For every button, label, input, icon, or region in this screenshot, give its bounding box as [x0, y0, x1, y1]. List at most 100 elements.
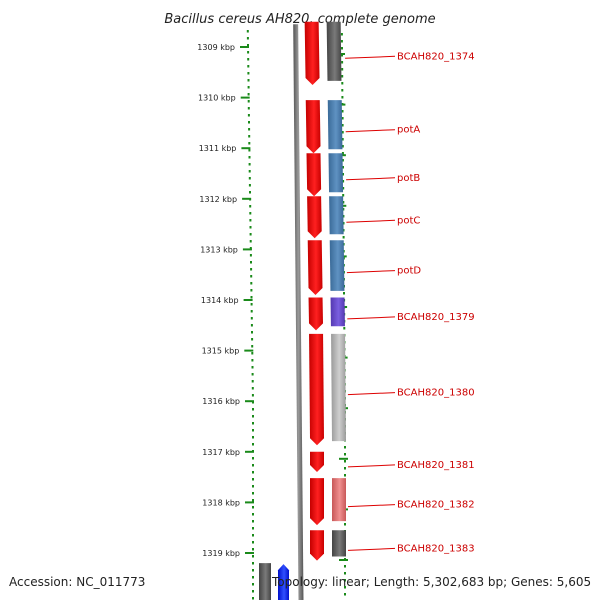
ruler-dot-right [341, 110, 344, 113]
lower-gray-gene[interactable] [259, 563, 271, 600]
cog-category-bar [329, 240, 345, 291]
ruler-dot-right [344, 453, 346, 456]
gene-arrow-red [310, 478, 324, 526]
ruler-dot-right [341, 124, 344, 127]
ruler-dot-left [251, 331, 253, 334]
ruler-dot-right [342, 180, 345, 183]
gene-BCAH820_1382[interactable] [310, 478, 346, 526]
ruler-dot-right [342, 173, 344, 176]
ruler-dot-right [340, 33, 343, 36]
lower-genes [259, 563, 289, 600]
ruler-dot-right [344, 586, 346, 589]
ruler-dot-left [246, 30, 249, 33]
ruler-dot-left [247, 44, 249, 47]
gene-label-potA[interactable]: potA [397, 125, 420, 136]
ruler-dot-left [249, 212, 252, 215]
gene-BCAH820_1383[interactable] [310, 530, 346, 561]
gene-label-potD[interactable]: potD [397, 266, 421, 277]
gene-BCAH820_1381[interactable] [310, 451, 324, 473]
ruler-dot-right [344, 474, 346, 477]
gene-arrow-red [307, 196, 322, 239]
gene-potB[interactable] [306, 153, 344, 197]
kbp-tick-label: 1317 kbp [202, 448, 240, 457]
ruler-dot-right [341, 47, 343, 50]
ruler-dot-left [252, 408, 254, 411]
ruler-dot-left [249, 233, 252, 236]
ruler-dot-left [248, 177, 251, 180]
gene-labels: BCAH820_1374 potA potB potC potD BCAH820_1379… [345, 51, 475, 554]
ruler-dot-left [247, 51, 250, 54]
kbp-tick-mark [240, 46, 249, 48]
ruler-dot-right [341, 96, 344, 99]
ruler-dot-right [341, 131, 344, 134]
ruler-dot-left [252, 534, 254, 537]
gene-label-BCAH820_1379[interactable]: BCAH820_1379 [397, 312, 475, 323]
cog-category-bar [329, 196, 344, 235]
ruler-dot-right [342, 201, 345, 204]
gene-BCAH820_1379[interactable] [308, 297, 345, 331]
ruler-dot-left [252, 499, 254, 502]
ruler-dot-right [342, 222, 345, 225]
gene-BCAH820_1374[interactable] [304, 21, 342, 85]
ruler-dot-left [247, 100, 250, 103]
ruler-dot-left [249, 191, 251, 194]
accession-text: Accession: NC_011773 [9, 575, 145, 589]
ruler-dot-left [252, 429, 254, 432]
gene-potD[interactable] [307, 240, 345, 295]
ruler-dot-left [250, 275, 253, 278]
gene-arrow-red [306, 153, 322, 197]
ruler-dot-left [252, 555, 254, 558]
ruler-dot-right [341, 82, 344, 85]
ruler-dot-right [341, 75, 344, 78]
kbp-tick-label: 1310 kbp [198, 94, 236, 103]
lower-blue-gene[interactable] [278, 564, 289, 600]
ruler-dot-right [342, 166, 344, 169]
gene-label-line [346, 219, 396, 223]
ruler-dot-left [252, 576, 254, 579]
ruler-dot-left [250, 303, 253, 306]
ruler-dot-right [342, 215, 345, 218]
kbp-tick-label: 1315 kbp [202, 347, 240, 356]
ruler-dot-left [252, 485, 254, 488]
ruler-dot-left [248, 128, 251, 131]
ruler-dot-left [248, 184, 251, 187]
gene-potA[interactable] [305, 100, 343, 154]
cog-category-bar [330, 297, 345, 327]
ruler-dot-left [249, 240, 252, 243]
gene-label-BCAH820_1383[interactable]: BCAH820_1383 [397, 543, 475, 554]
kbp-tick-mark [240, 96, 250, 99]
gene-label-line [346, 177, 396, 181]
ruler-dot-left [250, 289, 253, 292]
gene-label-BCAH820_1382[interactable]: BCAH820_1382 [397, 500, 475, 511]
gene-BCAH820_1380[interactable] [309, 333, 346, 446]
gene-potC[interactable] [307, 196, 344, 239]
gene-label-BCAH820_1380[interactable]: BCAH820_1380 [397, 388, 475, 399]
ruler-dot-left [252, 597, 254, 600]
ruler-dot-left [251, 338, 254, 341]
ruler-dot-right [344, 460, 346, 463]
ruler-dot-left [252, 562, 254, 565]
kbp-tick-mark [245, 552, 254, 554]
gene-label-line [347, 464, 396, 468]
ruler-dot-left [251, 373, 254, 376]
kbp-tick-mark-right [339, 559, 348, 561]
gene-label-line [345, 55, 396, 59]
gene-label-potB[interactable]: potB [397, 173, 420, 184]
ruler-dot-left [247, 79, 250, 82]
kbp-tick-mark [242, 248, 252, 251]
ruler-dot-right [341, 117, 344, 120]
ruler-dot-left [252, 457, 254, 460]
ruler-dot-right [344, 565, 346, 568]
ruler-dot-left [249, 254, 252, 257]
gene-label-potC[interactable]: potC [397, 215, 420, 226]
kbp-tick-label: 1309 kbp [197, 43, 235, 52]
ruler-dot-left [249, 205, 252, 208]
kbp-tick-label: 1318 kbp [202, 498, 240, 507]
ruler-dot-left [252, 436, 254, 439]
ruler-dot-left [252, 464, 254, 467]
gene-label-BCAH820_1381[interactable]: BCAH820_1381 [397, 460, 475, 471]
kbp-tick-mark [245, 400, 254, 403]
ruler-dot-left [247, 65, 250, 68]
gene-label-BCAH820_1374[interactable]: BCAH820_1374 [397, 51, 475, 62]
